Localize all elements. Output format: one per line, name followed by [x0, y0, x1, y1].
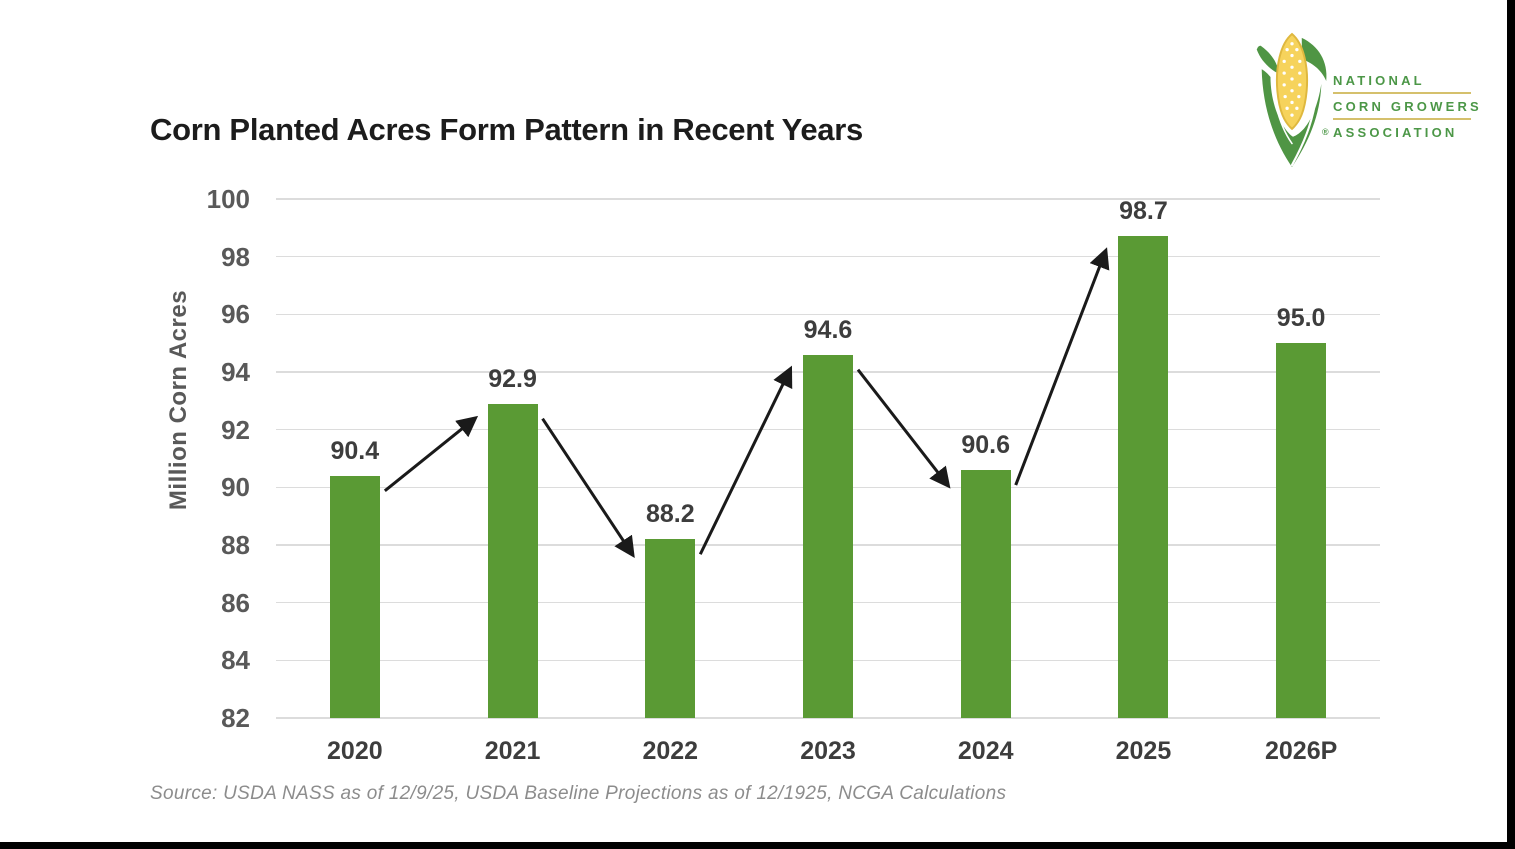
chart-title: Corn Planted Acres Form Pattern in Recen…: [150, 112, 863, 147]
y-axis-tick-label: 86: [221, 587, 250, 618]
bar-2025: [1118, 236, 1169, 718]
logo-line-association: ASSOCIATION: [1333, 125, 1458, 140]
gridline: [276, 198, 1380, 200]
y-axis-tick-label: 92: [221, 414, 250, 445]
y-axis-tick-label: 96: [221, 299, 250, 330]
y-axis-tick-label: 84: [221, 645, 250, 676]
bar-2021: [487, 403, 538, 718]
bar-2024: [960, 470, 1011, 718]
x-axis-tick-label: 2025: [1115, 737, 1172, 765]
x-axis-tick-label: 2026P: [1264, 737, 1338, 765]
registered-trademark-symbol: ®: [1322, 127, 1329, 137]
x-axis-tick-label: 2020: [327, 737, 383, 765]
logo-line-corn-growers: CORN GROWERS: [1333, 99, 1482, 114]
screen-edge-right: [1507, 0, 1515, 849]
y-axis-tick-label: 90: [221, 472, 250, 503]
bar-2022: [645, 539, 696, 718]
x-axis-tick-label: 2024: [957, 737, 1014, 765]
bar-value-label: 95.0: [1276, 304, 1326, 333]
corn-cob-icon: [1256, 32, 1327, 167]
logo-line-national: NATIONAL: [1333, 73, 1425, 88]
ncga-logo-text: NATIONAL CORN GROWERS ASSOCIATION: [1333, 73, 1482, 140]
ncga-logo: NATIONAL CORN GROWERS ASSOCIATION ®: [1248, 28, 1479, 178]
source-note: Source: USDA NASS as of 12/9/25, USDA Ba…: [150, 783, 1007, 804]
gridline: [276, 313, 1380, 316]
logo-gold-rule: [1333, 92, 1471, 94]
y-axis-tick-label: 88: [221, 530, 250, 560]
bar-2026P: [1276, 343, 1327, 718]
screen-edge-bottom: [0, 842, 1515, 849]
bar-value-label: 90.6: [961, 431, 1011, 460]
y-axis-tick-label: 82: [221, 703, 250, 733]
bar-value-label: 98.7: [1119, 197, 1168, 226]
bar-2023: [803, 354, 853, 718]
y-axis-tick-label: 94: [221, 357, 250, 387]
bar-value-label: 88.2: [645, 500, 695, 529]
x-axis-tick-label: 2023: [800, 737, 856, 765]
bar-value-label: 92.9: [488, 364, 537, 393]
x-axis-tick-label: 2021: [484, 737, 541, 765]
gridline: [276, 717, 1380, 719]
y-axis-tick-label: 98: [221, 241, 250, 272]
x-axis-tick-label: 2022: [642, 737, 699, 765]
gridline: [276, 255, 1380, 258]
bar-value-label: 90.4: [330, 436, 380, 465]
bar-value-label: 94.6: [803, 315, 853, 344]
logo-gold-rule: [1333, 118, 1471, 120]
bar-2020: [329, 475, 380, 718]
y-axis-tick-label: 100: [206, 184, 250, 214]
